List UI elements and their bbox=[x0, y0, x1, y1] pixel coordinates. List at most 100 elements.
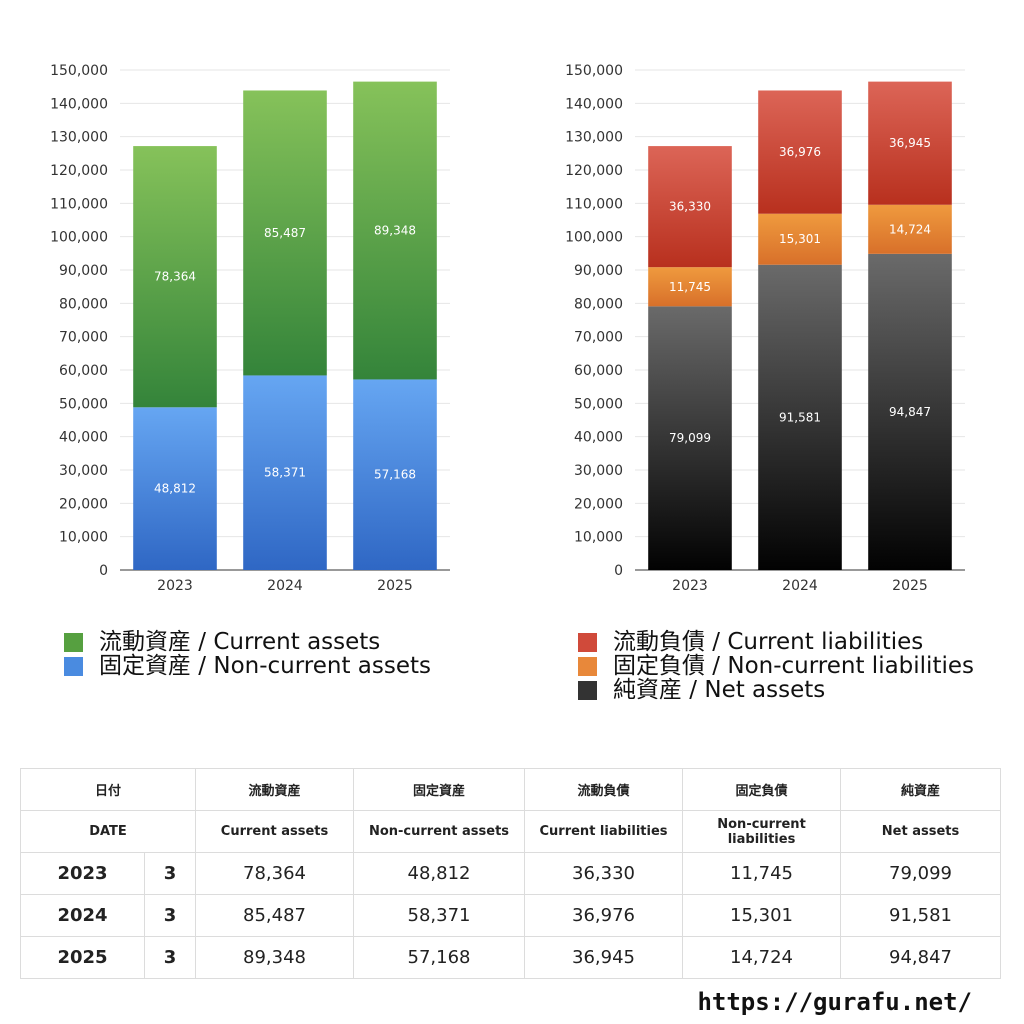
y-tick-label: 100,000 bbox=[50, 230, 108, 246]
data-label: 85,487 bbox=[264, 226, 306, 240]
y-tick-label: 50,000 bbox=[59, 396, 108, 412]
y-tick-label: 110,000 bbox=[50, 196, 108, 212]
bar-segment bbox=[758, 264, 842, 570]
cell-net-assets: 91,581 bbox=[840, 894, 1002, 937]
y-tick-label: 140,000 bbox=[565, 96, 623, 112]
header-net-assets-jp: 純資産 bbox=[840, 768, 1002, 811]
header-current-liabilities-en: Current liabilities bbox=[524, 810, 684, 853]
y-tick-label: 100,000 bbox=[565, 230, 623, 246]
cell-current-assets: 78,364 bbox=[195, 852, 355, 895]
cell-current-liabilities: 36,976 bbox=[524, 894, 684, 937]
y-tick-label: 20,000 bbox=[59, 496, 108, 512]
data-label: 89,348 bbox=[374, 224, 416, 238]
data-label: 94,847 bbox=[889, 405, 931, 419]
bar-segment bbox=[648, 146, 732, 268]
legend-item-current-liabilities: 流動負債 / Current liabilities bbox=[578, 630, 974, 654]
data-label: 36,976 bbox=[779, 145, 821, 159]
data-label: 58,371 bbox=[264, 466, 306, 480]
y-tick-label: 60,000 bbox=[59, 363, 108, 379]
row-month: 3 bbox=[143, 936, 197, 979]
x-tick-label: 2023 bbox=[157, 578, 193, 594]
bar-segment bbox=[353, 81, 437, 380]
y-tick-label: 60,000 bbox=[574, 363, 623, 379]
bar-segment bbox=[243, 375, 327, 570]
y-tick-label: 120,000 bbox=[565, 163, 623, 179]
legend-item-non-current-assets: 固定資産 / Non-current assets bbox=[64, 654, 431, 678]
legend-swatch-net-assets bbox=[578, 680, 597, 700]
table-row: 2024 3 85,487 58,371 36,976 15,301 91,58… bbox=[20, 894, 1002, 937]
bar-segment bbox=[133, 146, 217, 408]
row-year: 2025 bbox=[20, 936, 145, 979]
x-tick-label: 2024 bbox=[782, 578, 818, 594]
y-tick-label: 90,000 bbox=[59, 263, 108, 279]
y-tick-label: 80,000 bbox=[59, 296, 108, 312]
data-label: 36,330 bbox=[669, 200, 711, 214]
legend-label-net-assets: 純資産 / Net assets bbox=[613, 677, 826, 703]
cell-non-current-assets: 48,812 bbox=[353, 852, 526, 895]
y-tick-label: 30,000 bbox=[59, 463, 108, 479]
y-tick-label: 30,000 bbox=[574, 463, 623, 479]
header-non-current-liabilities-jp: 固定負債 bbox=[682, 768, 842, 811]
table-row: 2023 3 78,364 48,812 36,330 11,745 79,09… bbox=[20, 852, 1002, 895]
legend-swatch-non-current-assets bbox=[64, 656, 83, 676]
bar-segment bbox=[758, 213, 842, 265]
row-year: 2024 bbox=[20, 894, 145, 937]
y-tick-label: 130,000 bbox=[50, 130, 108, 146]
assets-chart: 0 10,000 20,000 30,000 40,000 50,000 60,000 70,… bbox=[50, 63, 450, 594]
data-label: 14,724 bbox=[889, 222, 931, 236]
legend-label-current-liabilities: 流動負債 / Current liabilities bbox=[613, 629, 924, 655]
bar-segment bbox=[648, 267, 732, 307]
legend-swatch-non-current-liabilities bbox=[578, 656, 597, 676]
header-non-current-liabilities-en: Non-current liabilities bbox=[682, 810, 842, 853]
header-date-en: DATE bbox=[19, 810, 197, 853]
bar-segment bbox=[868, 81, 952, 205]
table-header-row-en: DATE Current assets Non-current assets C… bbox=[19, 810, 1002, 853]
financial-data-table: 日付 流動資産 固定資産 流動負債 固定負債 純資産 DATE Current … bbox=[19, 768, 1002, 979]
row-year: 2023 bbox=[20, 852, 145, 895]
y-tick-label: 110,000 bbox=[565, 196, 623, 212]
legend-item-net-assets: 純資産 / Net assets bbox=[578, 678, 974, 702]
x-tick-label: 2023 bbox=[672, 578, 708, 594]
x-tick-label: 2025 bbox=[892, 578, 928, 594]
liabilities-chart: 0 10,000 20,000 30,000 40,000 50,000 60,000 70,… bbox=[565, 63, 965, 594]
legend-label-non-current-liabilities: 固定負債 / Non-current liabilities bbox=[613, 653, 974, 679]
header-date-jp: 日付 bbox=[19, 768, 197, 811]
y-tick-label: 120,000 bbox=[50, 163, 108, 179]
data-label: 78,364 bbox=[154, 270, 196, 284]
data-label: 11,745 bbox=[669, 280, 711, 294]
cell-non-current-liabilities: 11,745 bbox=[682, 852, 842, 895]
row-month: 3 bbox=[143, 894, 197, 937]
y-tick-label: 0 bbox=[614, 563, 623, 579]
site-url: https://gurafu.net/ bbox=[697, 988, 972, 1016]
cell-current-liabilities: 36,945 bbox=[524, 936, 684, 979]
bar-segment bbox=[353, 379, 437, 570]
assets-legend: 流動資産 / Current assets 固定資産 / Non-current… bbox=[64, 630, 431, 678]
cell-net-assets: 94,847 bbox=[840, 936, 1002, 979]
legend-item-non-current-liabilities: 固定負債 / Non-current liabilities bbox=[578, 654, 974, 678]
x-tick-label: 2024 bbox=[267, 578, 303, 594]
y-tick-label: 80,000 bbox=[574, 296, 623, 312]
cell-non-current-liabilities: 14,724 bbox=[682, 936, 842, 979]
cell-non-current-assets: 58,371 bbox=[353, 894, 526, 937]
data-label: 36,945 bbox=[889, 136, 931, 150]
y-tick-label: 90,000 bbox=[574, 263, 623, 279]
cell-non-current-liabilities: 15,301 bbox=[682, 894, 842, 937]
legend-label-current-assets: 流動資産 / Current assets bbox=[99, 629, 381, 655]
bar-segment bbox=[648, 306, 732, 570]
y-tick-label: 50,000 bbox=[574, 396, 623, 412]
y-tick-label: 70,000 bbox=[574, 330, 623, 346]
data-label: 48,812 bbox=[154, 482, 196, 496]
bar-segment bbox=[133, 407, 217, 570]
y-tick-label: 40,000 bbox=[574, 430, 623, 446]
header-current-assets-en: Current assets bbox=[195, 810, 355, 853]
row-month: 3 bbox=[143, 852, 197, 895]
y-tick-label: 0 bbox=[99, 563, 108, 579]
legend-swatch-current-liabilities bbox=[578, 632, 597, 652]
header-net-assets-en: Net assets bbox=[840, 810, 1002, 853]
liabilities-legend: 流動負債 / Current liabilities 固定負債 / Non-cu… bbox=[578, 630, 974, 702]
header-non-current-assets-en: Non-current assets bbox=[353, 810, 526, 853]
bar-segment bbox=[243, 90, 327, 376]
cell-net-assets: 79,099 bbox=[840, 852, 1002, 895]
cell-current-liabilities: 36,330 bbox=[524, 852, 684, 895]
legend-swatch-current-assets bbox=[64, 632, 83, 652]
